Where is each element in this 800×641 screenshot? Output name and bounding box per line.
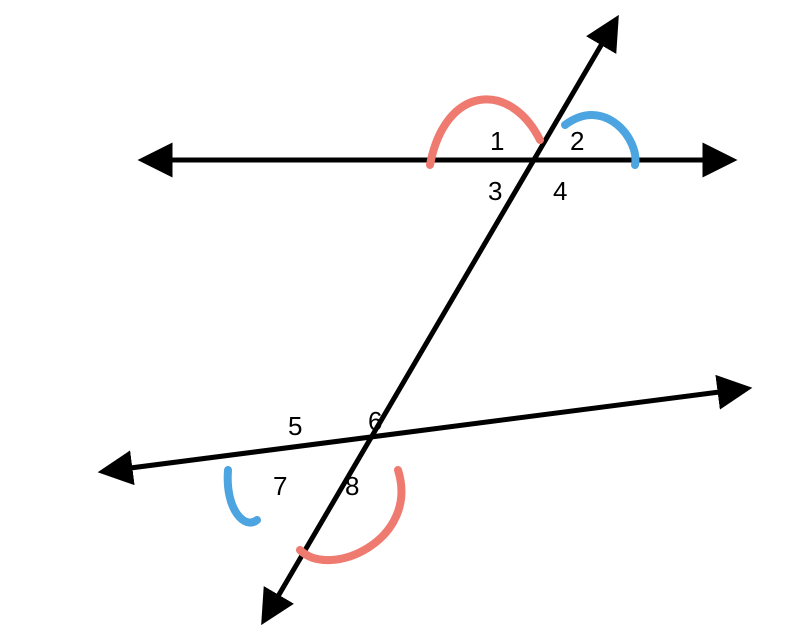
angle-label-7: 7 — [273, 471, 287, 501]
angle-label-6: 6 — [368, 406, 382, 436]
angle-label-5: 5 — [288, 411, 302, 441]
angle-label-4: 4 — [553, 176, 567, 206]
angle-label-8: 8 — [345, 471, 359, 501]
angle-label-3: 3 — [488, 176, 502, 206]
blue-arc-angle-7 — [228, 470, 257, 523]
angle-label-2: 2 — [570, 126, 584, 156]
transversal-angles-diagram: 1 2 3 4 5 6 7 8 — [0, 0, 800, 641]
angle-label-1: 1 — [490, 126, 504, 156]
transversal-line — [270, 30, 610, 610]
red-arc-angle-1 — [430, 99, 540, 165]
bottom-parallel-line — [115, 390, 735, 470]
